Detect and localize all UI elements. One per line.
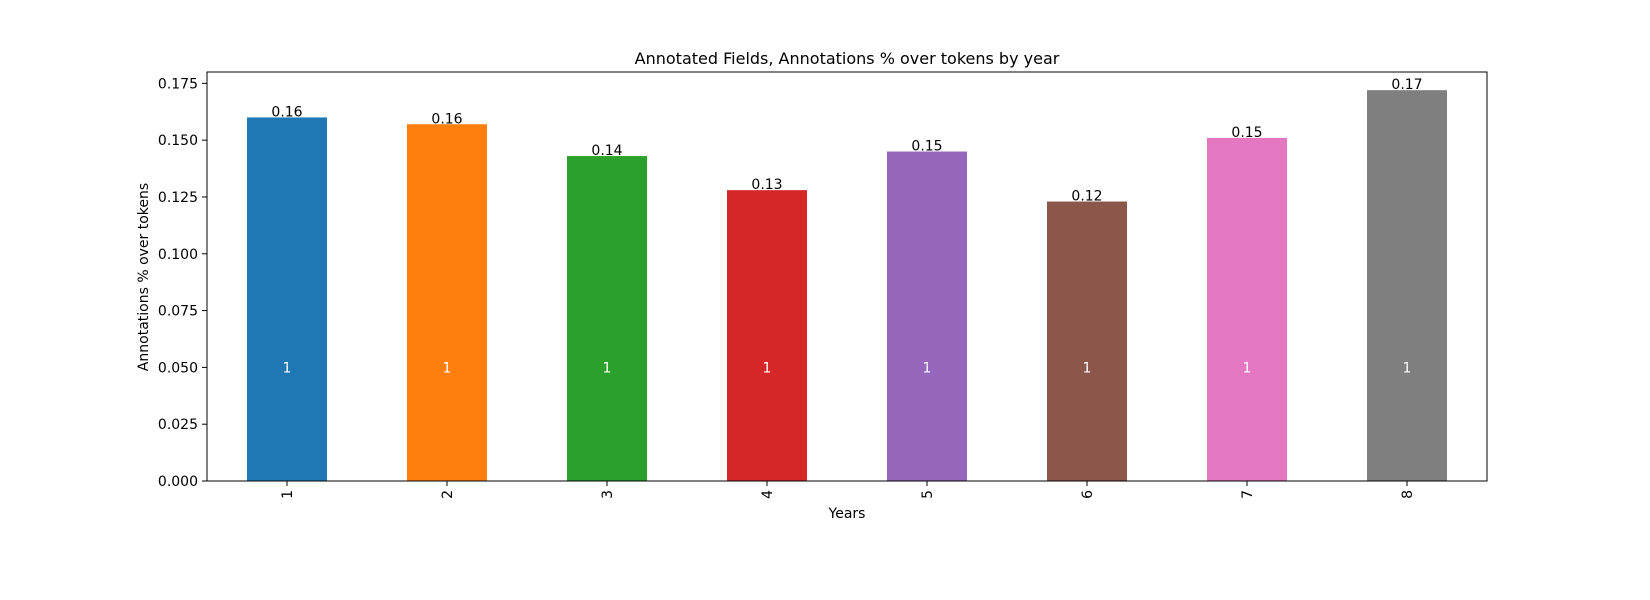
bar-inner-label: 1	[1403, 360, 1412, 376]
bar-inner-label: 1	[443, 360, 452, 376]
bar	[1367, 90, 1447, 481]
bar-value-label: 0.13	[751, 177, 782, 193]
x-tick-label: 6	[1080, 490, 1096, 499]
bar-inner-label: 1	[283, 360, 292, 376]
y-tick-label: 0.075	[158, 304, 198, 320]
x-tick-label: 1	[280, 490, 296, 499]
bar-inner-label: 1	[1083, 360, 1092, 376]
x-tick-label: 8	[1400, 490, 1416, 499]
bar	[407, 124, 487, 481]
bar	[727, 190, 807, 481]
bar-value-label: 0.16	[431, 111, 462, 127]
y-tick-label: 0.125	[158, 190, 198, 206]
bar-value-label: 0.15	[1231, 125, 1262, 141]
bar-inner-label: 1	[763, 360, 772, 376]
bar-inner-label: 1	[1243, 360, 1252, 376]
bar-value-label: 0.15	[911, 139, 942, 155]
bar-value-label: 0.12	[1071, 189, 1102, 205]
chart-title: Annotated Fields, Annotations % over tok…	[635, 49, 1060, 68]
bar	[567, 156, 647, 482]
y-tick-label: 0.150	[158, 133, 198, 149]
plot-frame	[206, 71, 1488, 482]
y-tick-label: 0.175	[158, 76, 198, 92]
y-tick-label: 0.100	[158, 247, 198, 263]
plot-area: 0.0000.0250.0500.0750.1000.1250.1500.175…	[158, 76, 1447, 499]
x-tick-label: 4	[760, 490, 776, 499]
bar	[247, 117, 327, 481]
y-tick-label: 0.000	[158, 474, 198, 490]
bar-inner-label: 1	[923, 360, 932, 376]
bar-value-label: 0.17	[1391, 77, 1422, 93]
x-tick-label: 3	[600, 490, 616, 499]
bar	[1047, 201, 1127, 481]
x-tick-label: 2	[440, 490, 456, 499]
bar-value-label: 0.14	[591, 143, 622, 159]
x-axis-label: Years	[828, 506, 866, 522]
x-tick-label: 5	[920, 490, 936, 499]
bar-inner-label: 1	[603, 360, 612, 376]
y-tick-label: 0.025	[158, 417, 198, 433]
bar-value-label: 0.16	[271, 104, 302, 120]
y-axis-label: Annotations % over tokens	[136, 183, 152, 371]
bar	[887, 151, 967, 481]
bar	[1207, 137, 1287, 481]
y-tick-label: 0.050	[158, 360, 198, 376]
x-tick-label: 7	[1240, 490, 1256, 499]
